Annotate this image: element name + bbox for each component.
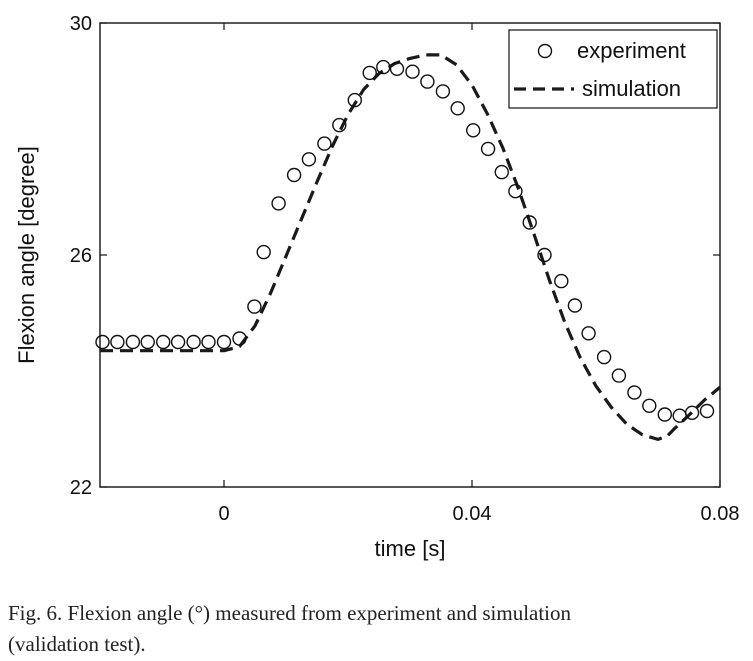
x-tick-label: 0.08 bbox=[701, 503, 740, 525]
experiment-point bbox=[466, 123, 481, 138]
experiment-point bbox=[581, 326, 596, 341]
axis-ticks bbox=[100, 22, 721, 488]
experiment-point bbox=[286, 167, 302, 183]
experiment-point bbox=[494, 164, 509, 180]
experiment-point bbox=[596, 349, 612, 365]
experiment-point bbox=[376, 59, 391, 75]
x-tick-label: 0.04 bbox=[453, 503, 492, 525]
caption-line-2: (validation test). bbox=[8, 632, 146, 656]
experiment-point bbox=[699, 403, 715, 419]
experiment-point bbox=[317, 136, 332, 151]
experiment-point bbox=[420, 74, 435, 89]
experiment-point bbox=[567, 298, 583, 313]
experiment-point bbox=[450, 101, 465, 116]
simulation-line bbox=[100, 53, 722, 441]
experiment-point bbox=[155, 334, 171, 350]
experiment-point bbox=[537, 247, 552, 263]
experiment-point bbox=[170, 334, 186, 350]
experiment-point bbox=[611, 368, 627, 383]
experiment-point bbox=[435, 84, 451, 99]
y-tick-label: 22 bbox=[70, 477, 92, 499]
experiment-point bbox=[186, 334, 201, 350]
legend-box bbox=[508, 29, 718, 109]
figure-caption: Fig. 6. Flexion angle (°) measured from … bbox=[8, 598, 748, 660]
experiment-point bbox=[110, 334, 125, 350]
experiment-point bbox=[362, 65, 377, 81]
y-axis-label: Flexion angle [degree] bbox=[14, 146, 39, 364]
x-tick-label: 0 bbox=[218, 503, 229, 525]
experiment-point bbox=[684, 405, 700, 420]
experiment-point bbox=[405, 64, 420, 79]
experiment-point bbox=[95, 334, 110, 350]
experiment-point bbox=[247, 299, 262, 314]
experiment-point bbox=[642, 398, 657, 413]
experiment-series bbox=[95, 59, 715, 423]
experiment-point bbox=[216, 334, 232, 350]
legend-experiment-marker bbox=[537, 43, 553, 59]
experiment-point bbox=[389, 61, 405, 77]
experiment-point bbox=[201, 334, 216, 350]
simulation-series bbox=[100, 53, 722, 441]
experiment-point bbox=[554, 273, 569, 289]
x-axis-label: time [s] bbox=[375, 536, 446, 561]
legend-experiment-label: experiment bbox=[577, 38, 686, 63]
experiment-point bbox=[301, 152, 317, 167]
experiment-point bbox=[256, 244, 271, 260]
experiment-point bbox=[125, 334, 141, 350]
experiment-point bbox=[657, 407, 672, 422]
y-tick-label: 26 bbox=[70, 245, 92, 267]
experiment-point bbox=[347, 92, 362, 108]
legend-simulation-label: simulation bbox=[582, 76, 681, 101]
y-tick-label: 30 bbox=[70, 13, 92, 35]
experiment-point bbox=[232, 331, 247, 346]
experiment-point bbox=[522, 215, 537, 230]
experiment-point bbox=[140, 334, 155, 350]
legend: experiment simulation bbox=[508, 29, 718, 109]
caption-line-1: Fig. 6. Flexion angle (°) measured from … bbox=[8, 601, 572, 625]
experiment-point bbox=[508, 183, 523, 199]
experiment-point bbox=[271, 196, 286, 211]
axis-tick-labels: 0 0.04 0.08 22 26 30 bbox=[70, 13, 740, 525]
flexion-angle-chart: 0 0.04 0.08 22 26 30 time [s] Flexion angle [… bbox=[14, 13, 740, 561]
experiment-point bbox=[480, 141, 496, 157]
experiment-point bbox=[332, 117, 347, 133]
experiment-point bbox=[627, 385, 642, 400]
